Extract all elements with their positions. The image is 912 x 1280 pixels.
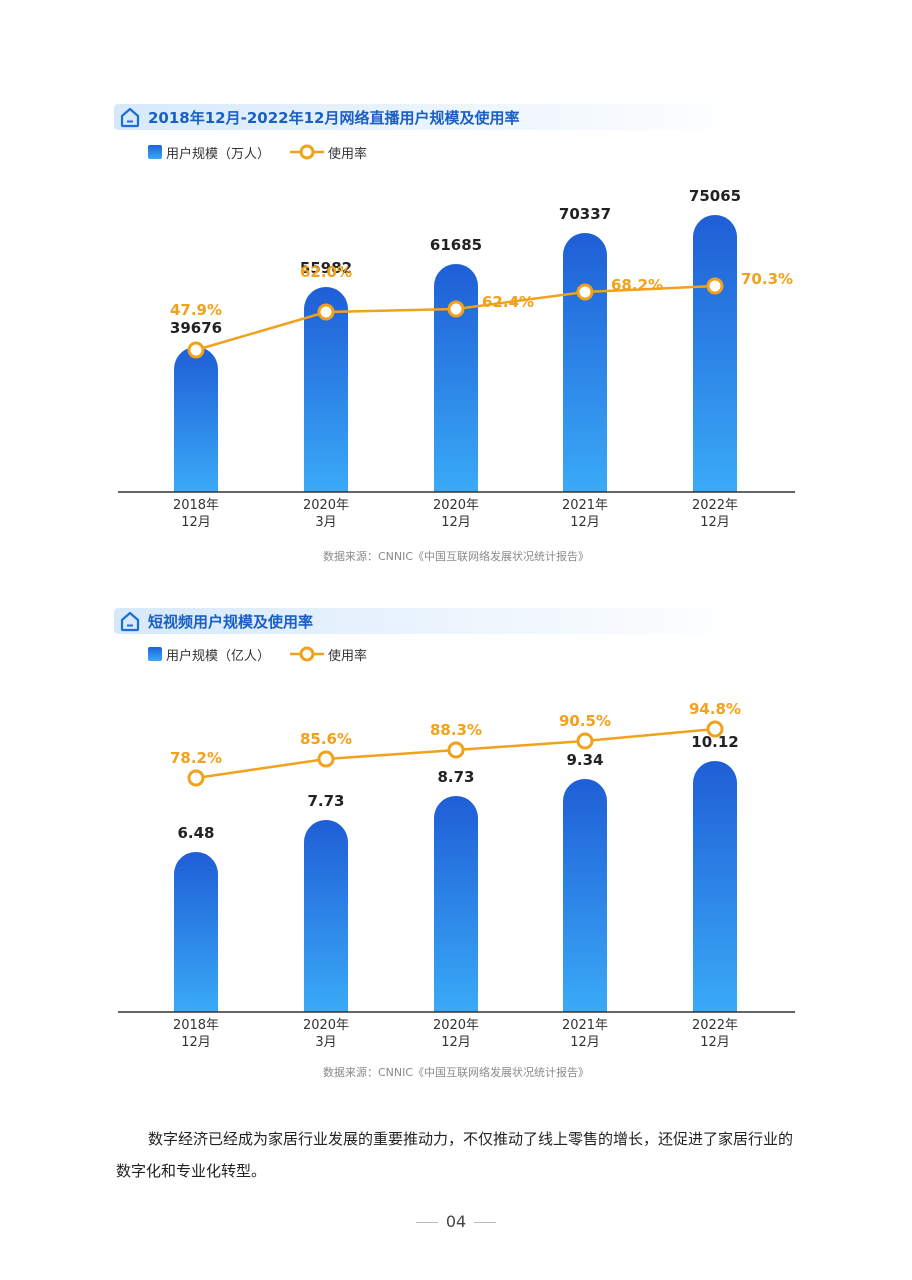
line-value-label-3: 68.2% xyxy=(611,276,663,294)
x-tick-label-sub-4: 12月 xyxy=(700,1035,730,1050)
bar-value-label-2: 8.73 xyxy=(437,768,474,786)
chart-title: 短视频用户规模及使用率 xyxy=(148,613,314,631)
line-value-label-4: 70.3% xyxy=(741,270,793,288)
legend-line-icon xyxy=(290,144,324,160)
x-tick-label-sub-3: 12月 xyxy=(570,515,600,530)
bar-1 xyxy=(304,820,348,1012)
x-tick-label-2: 2020年 xyxy=(433,498,479,513)
bar-value-label-0: 39676 xyxy=(170,319,222,337)
legend-bar-swatch xyxy=(148,647,162,661)
x-tick-label-0: 2018年 xyxy=(173,498,219,513)
x-tick-label-sub-2: 12月 xyxy=(441,515,471,530)
x-tick-label-3: 2021年 xyxy=(562,1018,608,1033)
legend-line-icon xyxy=(290,646,324,662)
line-value-label-3: 90.5% xyxy=(559,712,611,730)
line-point-3 xyxy=(576,283,594,301)
x-tick-label-4: 2022年 xyxy=(692,498,738,513)
bar-0 xyxy=(174,852,218,1012)
chart-title-bar: 短视频用户规模及使用率 xyxy=(114,608,754,634)
line-value-label-0: 47.9% xyxy=(170,301,222,319)
page-number: 04 xyxy=(0,1212,912,1231)
x-tick-label-sub-0: 12月 xyxy=(181,1035,211,1050)
x-tick-label-3: 2021年 xyxy=(562,498,608,513)
x-tick-label-2: 2020年 xyxy=(433,1018,479,1033)
line-point-0 xyxy=(187,341,205,359)
x-tick-label-1: 2020年 xyxy=(303,1018,349,1033)
bar-value-label-3: 70337 xyxy=(559,205,611,223)
line-value-label-2: 88.3% xyxy=(430,721,482,739)
bar-0 xyxy=(174,347,218,492)
line-point-2 xyxy=(447,741,465,759)
line-value-label-2: 62.4% xyxy=(482,293,534,311)
bar-4 xyxy=(693,215,737,492)
bar-3 xyxy=(563,779,607,1012)
bar-value-label-3: 9.34 xyxy=(566,751,603,769)
data-source: 数据来源：CNNIC《中国互联网络发展状况统计报告》 xyxy=(322,550,590,563)
x-tick-label-1: 2020年 xyxy=(303,498,349,513)
x-tick-label-sub-3: 12月 xyxy=(570,1035,600,1050)
legend-line-label: 使用率 xyxy=(328,147,368,162)
x-tick-label-sub-1: 3月 xyxy=(315,1035,336,1050)
legend-line-label: 使用率 xyxy=(328,649,368,664)
live-streaming-chart: 39676 55982 61685 70337 75065 2018年 12月 2020年 3月… xyxy=(118,187,795,530)
line-point-3 xyxy=(576,732,594,750)
body-paragraph: 数字经济已经成为家居行业发展的重要推动力，不仅推动了线上零售的增长，还促进了家居… xyxy=(116,1123,800,1187)
line-point-1 xyxy=(317,750,335,768)
line-value-label-1: 62.0% xyxy=(300,263,352,281)
line-point-4 xyxy=(706,720,724,738)
bar-value-label-0: 6.48 xyxy=(177,824,214,842)
home-icon xyxy=(120,107,140,128)
line-point-1 xyxy=(317,303,335,321)
page-number-dash-left xyxy=(415,1222,438,1223)
short-video-chart: 6.48 7.73 8.73 9.34 10.12 2018年 12月 2020年 3月 2020… xyxy=(118,700,795,1050)
legend-bar-swatch xyxy=(148,145,162,159)
x-tick-label-0: 2018年 xyxy=(173,1018,219,1033)
paragraph-text: 数字经济已经成为家居行业发展的重要推动力，不仅推动了线上零售的增长，还促进了家居… xyxy=(116,1130,794,1180)
bar-value-label-4: 10.12 xyxy=(691,733,738,751)
legend-bar-label: 用户规模（万人） xyxy=(166,147,271,162)
bar-2 xyxy=(434,264,478,492)
page-number-text: 04 xyxy=(445,1212,467,1231)
chart-title: 2018年12月-2022年12月网络直播用户规模及使用率 xyxy=(148,109,520,127)
line-value-label-1: 85.6% xyxy=(300,730,352,748)
bar-value-label-4: 75065 xyxy=(689,187,741,205)
x-tick-label-sub-4: 12月 xyxy=(700,515,730,530)
home-icon xyxy=(120,611,140,632)
line-value-label-0: 78.2% xyxy=(170,749,222,767)
chart-title-bar: 2018年12月-2022年12月网络直播用户规模及使用率 xyxy=(114,104,754,130)
x-tick-label-sub-1: 3月 xyxy=(315,515,336,530)
bar-value-label-2: 61685 xyxy=(430,236,482,254)
bar-2 xyxy=(434,796,478,1012)
x-tick-label-4: 2022年 xyxy=(692,1018,738,1033)
x-tick-label-sub-0: 12月 xyxy=(181,515,211,530)
line-point-0 xyxy=(187,769,205,787)
line-point-4 xyxy=(706,277,724,295)
line-point-2 xyxy=(447,300,465,318)
bar-1 xyxy=(304,287,348,492)
bar-value-label-1: 55982 xyxy=(300,259,352,277)
line-value-label-4: 94.8% xyxy=(689,700,741,718)
page-number-dash-right xyxy=(474,1222,497,1223)
x-tick-label-sub-2: 12月 xyxy=(441,1035,471,1050)
bar-value-label-1: 7.73 xyxy=(307,792,344,810)
bar-3 xyxy=(563,233,607,492)
data-source: 数据来源：CNNIC《中国互联网络发展状况统计报告》 xyxy=(322,1066,590,1079)
bar-4 xyxy=(693,761,737,1012)
legend-bar-label: 用户规模（亿人） xyxy=(166,649,271,664)
